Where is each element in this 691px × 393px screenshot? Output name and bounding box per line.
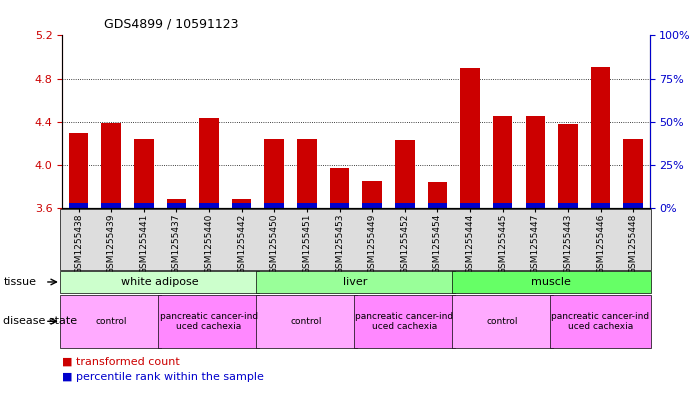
Bar — [558, 124, 578, 208]
Text: pancreatic cancer-ind
uced cachexia: pancreatic cancer-ind uced cachexia — [160, 312, 258, 331]
Bar — [428, 203, 447, 208]
Bar — [134, 139, 153, 208]
Bar — [265, 139, 284, 208]
Bar — [330, 168, 350, 208]
Bar — [199, 203, 219, 208]
Bar — [623, 203, 643, 208]
Text: ■ percentile rank within the sample: ■ percentile rank within the sample — [62, 372, 264, 382]
Bar — [428, 182, 447, 208]
Bar — [232, 203, 252, 208]
Bar — [493, 203, 513, 208]
Bar — [395, 203, 415, 208]
Bar — [102, 203, 121, 208]
Text: disease state: disease state — [3, 316, 77, 326]
Bar — [297, 203, 316, 208]
Text: GDS4899 / 10591123: GDS4899 / 10591123 — [104, 18, 238, 31]
Bar — [297, 139, 316, 208]
Bar — [493, 116, 513, 208]
Bar — [232, 198, 252, 208]
Bar — [167, 203, 186, 208]
Bar — [460, 203, 480, 208]
Bar — [362, 203, 382, 208]
Bar — [591, 203, 610, 208]
Text: pancreatic cancer-ind
uced cachexia: pancreatic cancer-ind uced cachexia — [551, 312, 650, 331]
Text: ■ transformed count: ■ transformed count — [62, 356, 180, 367]
Bar — [623, 139, 643, 208]
Bar — [102, 123, 121, 208]
Text: white adipose: white adipose — [121, 277, 198, 287]
Bar — [558, 203, 578, 208]
Bar — [526, 116, 545, 208]
Bar — [526, 203, 545, 208]
Bar — [134, 203, 153, 208]
Text: control: control — [95, 317, 126, 326]
Bar — [362, 181, 382, 208]
Bar — [460, 68, 480, 208]
Bar — [68, 133, 88, 208]
Bar — [330, 203, 350, 208]
Text: liver: liver — [343, 277, 368, 287]
Text: control: control — [486, 317, 518, 326]
Bar — [265, 203, 284, 208]
Bar — [199, 118, 219, 208]
Text: control: control — [291, 317, 322, 326]
Text: pancreatic cancer-ind
uced cachexia: pancreatic cancer-ind uced cachexia — [355, 312, 453, 331]
Bar — [68, 203, 88, 208]
Text: muscle: muscle — [531, 277, 571, 287]
Bar — [395, 140, 415, 208]
Bar — [167, 198, 186, 208]
Bar — [591, 67, 610, 208]
Text: tissue: tissue — [3, 277, 37, 287]
